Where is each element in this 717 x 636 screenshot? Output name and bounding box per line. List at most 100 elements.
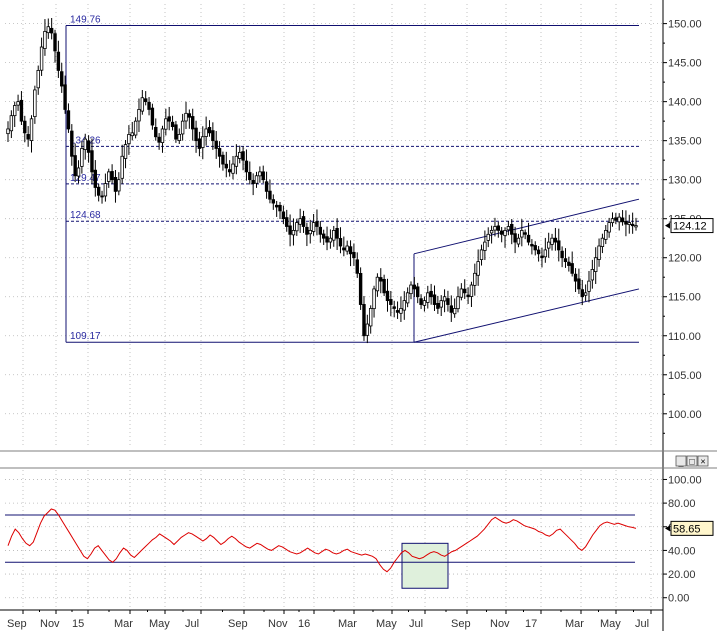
candle [335, 218, 339, 250]
x-tick-label: Mar [565, 618, 584, 630]
candle-body-down [620, 217, 625, 223]
candle [117, 172, 121, 196]
candle [358, 267, 363, 310]
restore-button[interactable]: □ [686, 455, 698, 467]
candle [231, 156, 235, 180]
candle-body-down [348, 246, 353, 255]
candle-body-down [251, 180, 255, 184]
candle [288, 214, 292, 247]
candle [227, 160, 232, 177]
restore-button-glyph: □ [689, 457, 695, 467]
candle [483, 230, 487, 261]
candle [187, 109, 192, 129]
candle [617, 213, 621, 231]
minimize-button-frame [675, 455, 687, 467]
candle [516, 233, 521, 248]
candle-body-down [412, 284, 417, 290]
candle-body-up [402, 300, 406, 311]
candle-body-down [264, 181, 269, 192]
candle-body-up [372, 288, 376, 310]
candle-body-down [278, 204, 282, 212]
candle-body-up [76, 167, 81, 177]
candle-body-down [315, 221, 319, 227]
candle [143, 91, 148, 106]
x-tick-label: Nov [268, 618, 288, 630]
candle [211, 122, 215, 150]
candle [580, 279, 584, 306]
candle-body-down [419, 298, 423, 305]
candle [379, 268, 383, 294]
candle [26, 126, 30, 147]
candle-body-down [274, 204, 279, 208]
candle [46, 18, 50, 39]
candle-body-up [456, 296, 460, 310]
candle-body-up [16, 101, 20, 106]
candle [543, 237, 548, 263]
candle-body-up [634, 225, 638, 228]
candle-body-down [395, 310, 400, 313]
candle-body-down [194, 127, 198, 142]
candle [107, 168, 111, 188]
candle [610, 212, 615, 227]
candle [473, 263, 477, 296]
candle [318, 221, 323, 243]
candlestick-series [6, 17, 638, 344]
osc-y-tick-label: 100.00 [668, 474, 702, 486]
x-tick-label: May [376, 618, 397, 630]
candle [184, 101, 188, 130]
candle [298, 208, 302, 233]
candle-body-down [90, 150, 94, 173]
candle [590, 259, 595, 289]
candle [463, 279, 467, 299]
candle-body-up [550, 237, 554, 245]
minimize-button[interactable]: _ [675, 455, 687, 467]
level-label: 149.76 [70, 14, 101, 25]
candle-body-down [570, 263, 574, 274]
candle [261, 165, 265, 184]
candle [429, 283, 433, 305]
candle [570, 251, 574, 277]
candle [13, 101, 17, 128]
candle-body-up [133, 120, 138, 136]
candle [113, 169, 118, 203]
candle [499, 226, 504, 243]
candle-body-down [70, 130, 74, 157]
candle [93, 160, 98, 197]
candle-body-down [362, 304, 366, 337]
candle [110, 164, 114, 184]
candle-body-down [147, 101, 151, 110]
close-button-frame [697, 455, 709, 467]
candle [53, 29, 57, 63]
candle [130, 121, 134, 141]
candle [409, 281, 413, 300]
candle [170, 115, 175, 131]
candle-body-up [291, 230, 296, 236]
candle [224, 151, 228, 178]
candle-body-up [399, 308, 403, 314]
candle [217, 141, 222, 168]
close-button[interactable]: × [697, 455, 709, 467]
candle [412, 276, 417, 297]
x-tick-label: Jul [185, 618, 199, 630]
candle [96, 183, 101, 202]
candle-body-down [26, 134, 30, 140]
candle [630, 212, 635, 234]
candle-body-down [248, 171, 252, 181]
candle [489, 225, 494, 244]
candle-body-up [311, 222, 316, 232]
candle-body-down [281, 211, 286, 220]
candle-body-up [459, 288, 464, 298]
candle [446, 290, 450, 312]
candle-body-down [573, 273, 578, 282]
candle [63, 75, 67, 114]
candle [389, 290, 393, 317]
x-tick-label: 17 [525, 618, 537, 630]
candle-body-up [39, 46, 44, 71]
candle [167, 106, 171, 131]
candle-body-down [170, 121, 175, 128]
candle [476, 249, 480, 286]
x-tick-label: 15 [72, 618, 84, 630]
candle [254, 171, 259, 188]
candle-body-down [499, 230, 504, 235]
candle [338, 227, 343, 254]
